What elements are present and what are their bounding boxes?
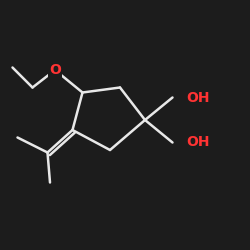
Text: OH: OH bbox=[186, 90, 210, 104]
Text: O: O bbox=[49, 63, 61, 77]
Text: OH: OH bbox=[186, 136, 210, 149]
